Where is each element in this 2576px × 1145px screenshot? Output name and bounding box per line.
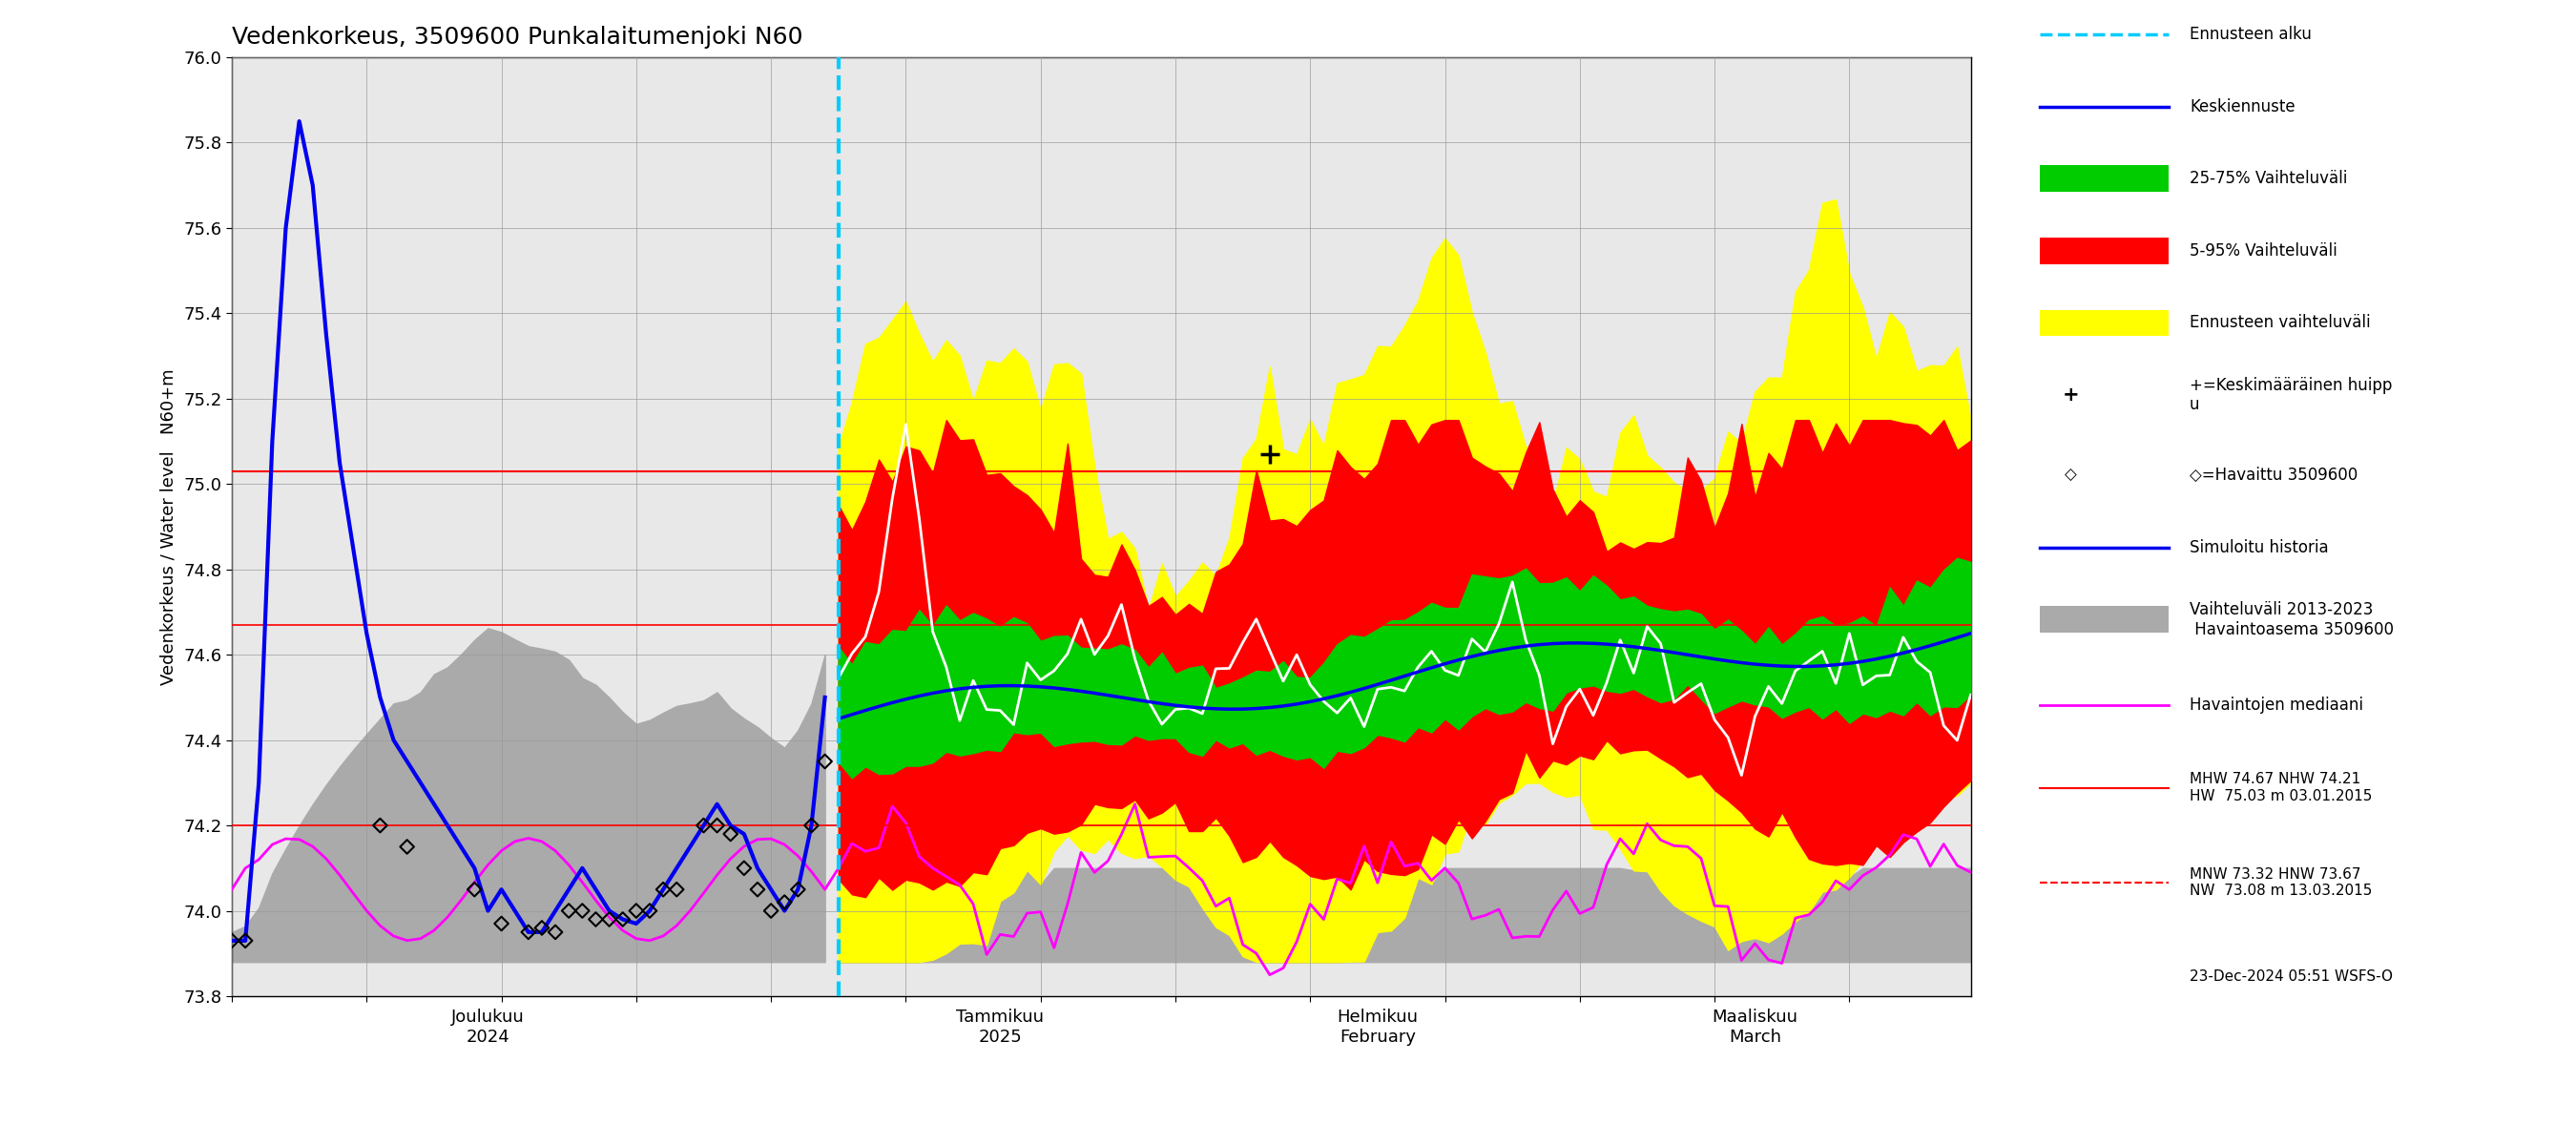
Point [724,859,765,877]
Text: 25-75% Vaihteluväli: 25-75% Vaihteluväli [2190,169,2347,187]
Point [778,881,819,899]
Point [536,923,577,941]
Text: Simuloitu historia: Simuloitu historia [2190,538,2329,555]
Point [616,901,657,919]
Point [791,816,832,835]
Point [211,932,252,950]
Text: Tammikuu
2025: Tammikuu 2025 [956,1009,1043,1047]
Text: ◇: ◇ [2066,466,2076,483]
Point [386,838,428,856]
Point [482,915,523,933]
Point [641,881,683,899]
Point [520,918,562,937]
Point [765,893,806,911]
Point [507,923,549,941]
Point [629,901,670,919]
Point [750,901,791,919]
Text: MNW 73.32 HNW 73.67
NW  73.08 m 13.03.2015: MNW 73.32 HNW 73.67 NW 73.08 m 13.03.201… [2190,867,2372,898]
Point [603,910,644,929]
Text: 23-Dec-2024 05:51 WSFS-O: 23-Dec-2024 05:51 WSFS-O [2190,970,2393,984]
Text: Joulukuu
2024: Joulukuu 2024 [451,1009,526,1047]
Text: Havaintojen mediaani: Havaintojen mediaani [2190,696,2362,713]
Point [657,881,698,899]
Text: +=Keskimääräinen huipp
u: +=Keskimääräinen huipp u [2190,377,2393,413]
Point [711,824,752,843]
Y-axis label: Vedenkorkeus / Water level   N60+m: Vedenkorkeus / Water level N60+m [160,369,178,685]
Point [361,816,402,835]
Point [574,910,616,929]
Point [804,752,845,771]
Text: Maaliskuu
March: Maaliskuu March [1713,1009,1798,1047]
Point [696,816,737,835]
Text: Keskiennuste: Keskiennuste [2190,97,2295,115]
Point [549,901,590,919]
Text: MHW 74.67 NHW 74.21
HW  75.03 m 03.01.2015: MHW 74.67 NHW 74.21 HW 75.03 m 03.01.201… [2190,772,2372,803]
Point [453,881,495,899]
Point [562,901,603,919]
Text: +: + [2063,386,2079,404]
Text: Ennusteen vaihteluväli: Ennusteen vaihteluväli [2190,314,2370,331]
Text: 5-95% Vaihteluväli: 5-95% Vaihteluväli [2190,242,2336,259]
Text: Ennusteen alku: Ennusteen alku [2190,25,2311,42]
Point [224,932,265,950]
Point [737,881,778,899]
Text: Helmikuu
February: Helmikuu February [1337,1009,1419,1047]
Text: Vedenkorkeus, 3509600 Punkalaitumenjoki N60: Vedenkorkeus, 3509600 Punkalaitumenjoki … [232,26,804,49]
Point [590,910,631,929]
Point [683,816,724,835]
Text: Vaihteluväli 2013-2023
 Havaintoasema 3509600: Vaihteluväli 2013-2023 Havaintoasema 350… [2190,601,2393,638]
Text: ◇=Havaittu 3509600: ◇=Havaittu 3509600 [2190,466,2357,483]
